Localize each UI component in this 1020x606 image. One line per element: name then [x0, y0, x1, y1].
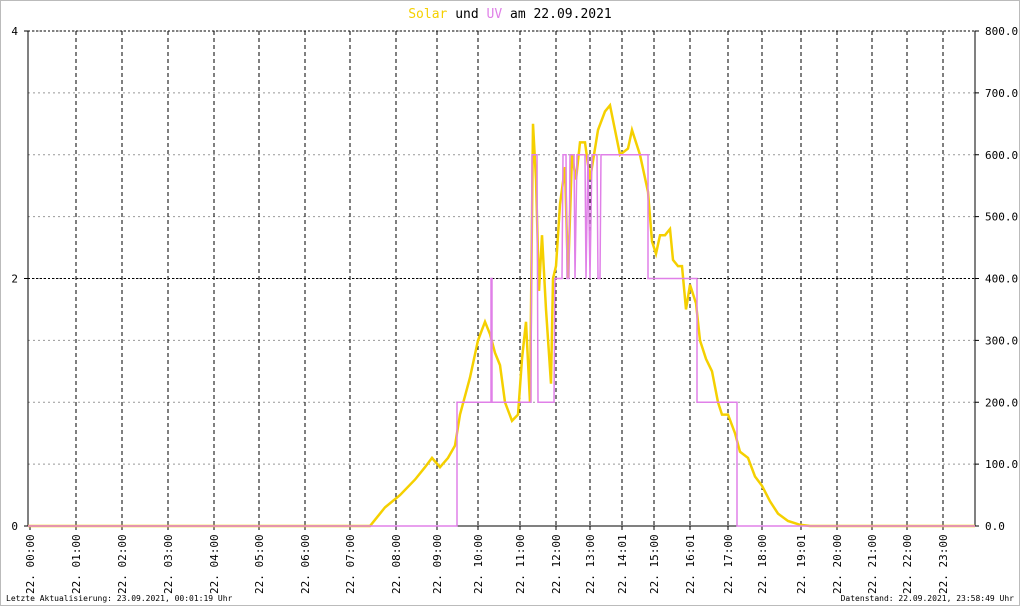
x-tick-label: 22. 04:00 [208, 534, 221, 594]
x-tick-label: 22. 17:00 [722, 534, 735, 594]
x-tick-label: 22. 03:00 [162, 534, 175, 594]
y-tick-label: 0 [11, 520, 18, 533]
y2-tick-label: 100.0 [985, 458, 1018, 471]
x-tick-label: 22. 15:00 [648, 534, 661, 594]
x-tick-label: 22. 16:01 [684, 534, 697, 594]
series-line [28, 154, 975, 527]
x-tick-label: 22. 10:00 [472, 534, 485, 594]
y2-tick-label: 300.0 [985, 334, 1018, 347]
x-tick-label: 22. 13:00 [584, 534, 597, 594]
x-tick-label: 22. 21:00 [866, 534, 879, 594]
footer-left: Letzte Aktualisierung: 23.09.2021, 00:01… [6, 594, 233, 603]
y2-tick-label: 800.0 [985, 25, 1018, 38]
x-tick-label: 22. 22:00 [901, 534, 914, 594]
x-tick-label: 22. 09:00 [431, 534, 444, 594]
y-tick-label: 2 [11, 273, 18, 286]
title-part: und [455, 7, 478, 22]
x-tick-label: 22. 19:01 [795, 534, 808, 594]
x-tick-label: 22. 08:00 [390, 534, 403, 594]
x-tick-label: 22. 18:00 [756, 534, 769, 594]
y2-tick-label: 500.0 [985, 211, 1018, 224]
x-tick-label: 22. 07:00 [344, 534, 357, 594]
x-tick-label: 22. 02:00 [116, 534, 129, 594]
title-part: UV [487, 7, 503, 22]
x-tick-label: 22. 00:00 [24, 534, 37, 594]
chart-title: Solar und UV am 22.09.2021 [408, 7, 612, 22]
title-part: am 22.09.2021 [510, 7, 612, 22]
footer-right: Datenstand: 22.09.2021, 23:58:49 Uhr [841, 594, 1015, 603]
x-tick-label: 22. 01:00 [70, 534, 83, 594]
x-tick-label: 22. 20:00 [831, 534, 844, 594]
y2-tick-label: 0.0 [985, 520, 1005, 533]
x-tick-label: 22. 06:00 [299, 534, 312, 594]
y2-tick-label: 400.0 [985, 273, 1018, 286]
y2-tick-label: 600.0 [985, 149, 1018, 162]
title-part: Solar [408, 7, 447, 22]
y2-tick-label: 700.0 [985, 87, 1018, 100]
x-tick-label: 22. 23:00 [937, 534, 950, 594]
y2-tick-label: 200.0 [985, 396, 1018, 409]
x-tick-label: 22. 11:00 [514, 534, 527, 594]
x-tick-label: 22. 12:00 [550, 534, 563, 594]
y-tick-label: 4 [11, 25, 18, 38]
x-tick-label: 22. 14:01 [616, 534, 629, 594]
x-tick-label: 22. 05:00 [253, 534, 266, 594]
